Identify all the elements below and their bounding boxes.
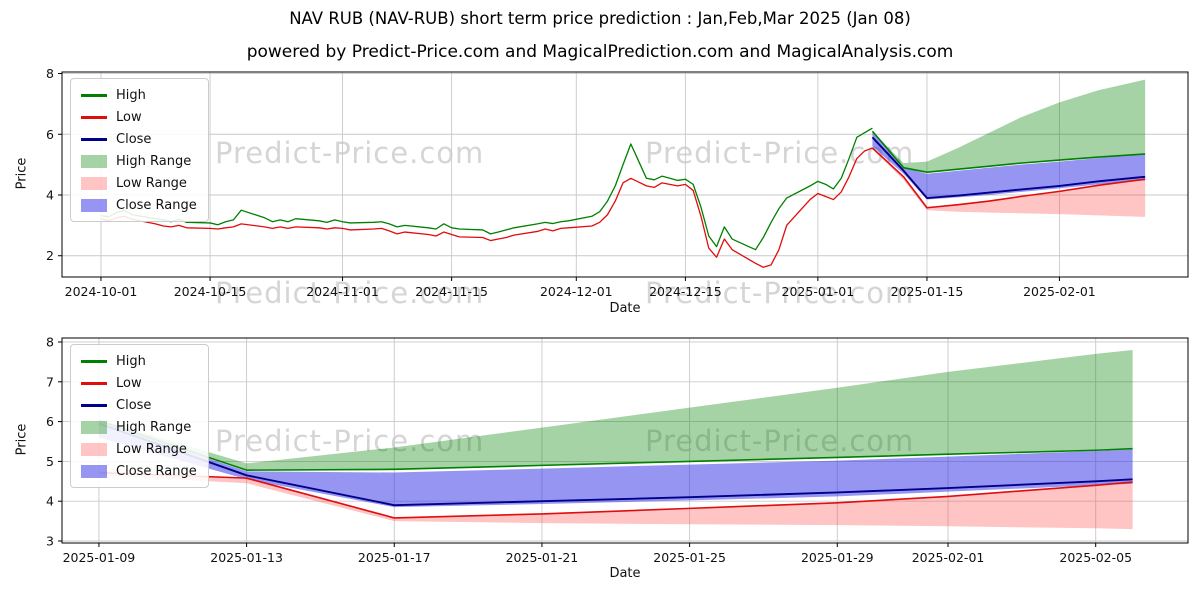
legend-label: High Range bbox=[116, 153, 192, 169]
watermark-text: Predict-Price.com bbox=[645, 136, 915, 170]
x-tick-label: 2024-12-15 bbox=[649, 284, 722, 299]
y-tick-label: 7 bbox=[46, 374, 54, 389]
page-subtitle: powered by Predict-Price.com and Magical… bbox=[246, 42, 954, 62]
x-tick-label: 2025-01-25 bbox=[653, 550, 726, 565]
forecast-close-line bbox=[871, 136, 1146, 199]
plot-border bbox=[61, 337, 1189, 544]
legend-label: Low bbox=[116, 109, 142, 125]
close-range-band bbox=[98, 421, 1133, 508]
y-tick-label: 6 bbox=[46, 414, 54, 429]
legend-line-swatch bbox=[81, 115, 107, 119]
page-title: NAV RUB (NAV-RUB) short term price predi… bbox=[289, 9, 911, 28]
price-history-forecast-chart: 2024-10-01 2024-10-15 2024-11-01 2024-11-15… bbox=[46, 66, 1189, 299]
legend-line-swatch bbox=[81, 403, 107, 407]
legend-item-low-range: Low Range bbox=[81, 174, 197, 192]
x-tick-label: 2024-11-15 bbox=[415, 284, 488, 299]
x-tick-label: 2025-01-15 bbox=[891, 284, 964, 299]
legend-item-close: Close bbox=[81, 396, 197, 414]
legend-line-swatch bbox=[81, 359, 107, 363]
high-range-band bbox=[98, 349, 1133, 471]
legend-item-high-range: High Range bbox=[81, 418, 197, 436]
y-tick-label: 8 bbox=[46, 66, 54, 81]
x-tick-label: 2025-01-29 bbox=[801, 550, 874, 565]
y-tick-label: 8 bbox=[46, 334, 54, 349]
y-tick-label: 6 bbox=[46, 127, 54, 142]
x-tick-label: 2024-11-01 bbox=[306, 284, 379, 299]
legend-line-swatch bbox=[81, 137, 107, 141]
y-tick-label: 4 bbox=[46, 494, 54, 509]
forecast-high-line bbox=[871, 130, 1146, 174]
legend-label: Close Range bbox=[116, 463, 197, 479]
x-tick-label: 2025-01-21 bbox=[506, 550, 579, 565]
x-tick-label: 2025-02-05 bbox=[1059, 550, 1132, 565]
y-tick-label: 2 bbox=[46, 248, 54, 263]
legend-item-high: High bbox=[81, 86, 197, 104]
x-tick-label: 2025-01-13 bbox=[210, 550, 283, 565]
watermark-text: Predict-Price.com bbox=[645, 276, 915, 310]
forecast-close-line bbox=[98, 422, 1133, 507]
x-tick-label: 2024-12-01 bbox=[540, 284, 613, 299]
legend-label: High Range bbox=[116, 419, 192, 435]
legend-item-low: Low bbox=[81, 374, 197, 392]
forecast-low-line bbox=[871, 147, 1146, 209]
legend-top-chart: High Low Close High Range Low Range Close Ran… bbox=[70, 78, 209, 222]
legend-label: Close bbox=[116, 397, 152, 413]
legend-patch-swatch bbox=[81, 154, 107, 168]
legend-patch-swatch bbox=[81, 176, 107, 190]
legend-patch-swatch bbox=[81, 442, 107, 456]
y-axis-label-bottom: Price bbox=[14, 423, 30, 456]
x-axis-label-bottom: Date bbox=[609, 566, 641, 581]
low-range-band bbox=[98, 472, 1133, 530]
high-range-band bbox=[872, 79, 1146, 173]
forecast-high-line bbox=[98, 420, 1133, 471]
x-tick-label: 2025-02-01 bbox=[1023, 284, 1096, 299]
legend-bottom-chart: High Low Close High Range Low Range Close Ran… bbox=[70, 344, 209, 488]
y-tick-label: 3 bbox=[46, 534, 54, 549]
history-high-line bbox=[100, 127, 873, 251]
legend-item-high: High bbox=[81, 352, 197, 370]
legend-item-low-range: Low Range bbox=[81, 440, 197, 458]
legend-item-close: Close bbox=[81, 130, 197, 148]
x-tick-label: 2025-01-17 bbox=[358, 550, 431, 565]
x-tick-label: 2025-02-01 bbox=[912, 550, 985, 565]
legend-label: Close bbox=[116, 131, 152, 147]
legend-label: High bbox=[116, 87, 146, 103]
x-tick-label: 2024-10-15 bbox=[174, 284, 247, 299]
forecast-low-line bbox=[98, 471, 1133, 519]
price-forecast-zoom-chart: 2025-01-09 2025-01-13 2025-01-17 2025-01-21… bbox=[46, 334, 1189, 565]
x-tick-label: 2024-10-01 bbox=[65, 284, 138, 299]
x-tick-label: 2025-01-09 bbox=[63, 550, 136, 565]
legend-patch-swatch bbox=[81, 198, 107, 212]
legend-item-close-range: Close Range bbox=[81, 196, 197, 214]
legend-label: Close Range bbox=[116, 197, 197, 213]
plot-border bbox=[61, 71, 1189, 278]
legend-patch-swatch bbox=[81, 464, 107, 478]
x-axis-label-top: Date bbox=[609, 301, 641, 316]
legend-item-close-range: Close Range bbox=[81, 462, 197, 480]
y-tick-label: 4 bbox=[46, 188, 54, 203]
legend-item-low: Low bbox=[81, 108, 197, 126]
legend-patch-swatch bbox=[81, 420, 107, 434]
low-range-band bbox=[872, 147, 1146, 217]
x-tick-label: 2025-01-01 bbox=[782, 284, 855, 299]
watermark-text: Predict-Price.com bbox=[215, 136, 485, 170]
legend-label: Low Range bbox=[116, 441, 187, 457]
y-tick-label: 5 bbox=[46, 454, 54, 469]
legend-line-swatch bbox=[81, 93, 107, 97]
close-range-band bbox=[872, 131, 1146, 200]
legend-item-high-range: High Range bbox=[81, 152, 197, 170]
legend-label: High bbox=[116, 353, 146, 369]
legend-label: Low Range bbox=[116, 175, 187, 191]
history-low-line bbox=[100, 147, 873, 268]
watermark-text: Predict-Price.com bbox=[215, 276, 485, 310]
legend-line-swatch bbox=[81, 381, 107, 385]
legend-label: Low bbox=[116, 375, 142, 391]
watermark-text: Predict-Price.com bbox=[215, 424, 485, 458]
y-axis-label-top: Price bbox=[14, 157, 30, 190]
